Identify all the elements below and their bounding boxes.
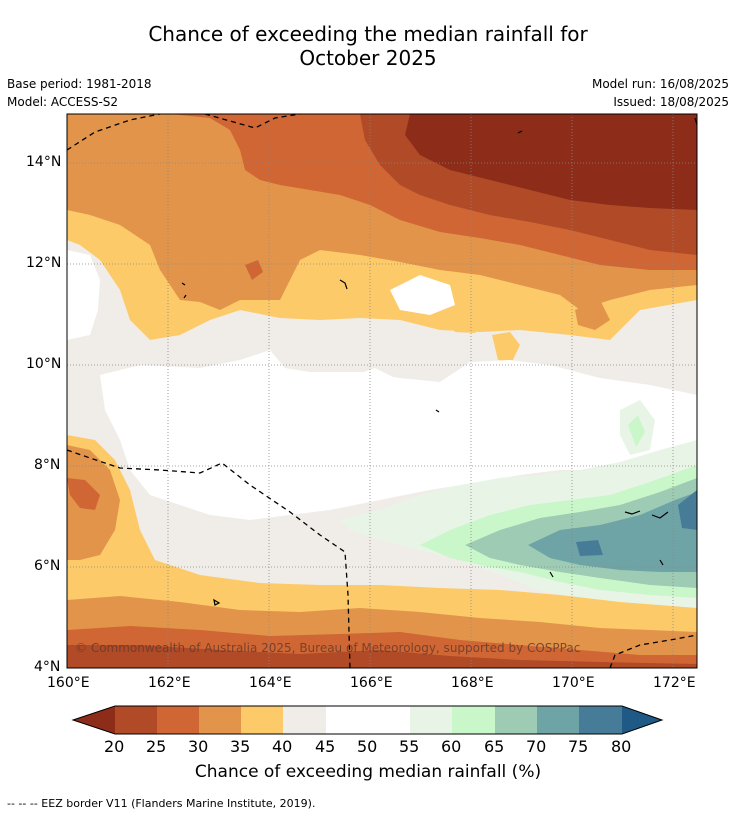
cb-tick-50: 50 (357, 737, 378, 756)
cb-tick-75: 75 (568, 737, 589, 756)
colorbar-bin-20-25 (115, 706, 157, 734)
lat-tick-8: 8°N (34, 457, 61, 473)
lon-tick-168: 168°E (451, 675, 494, 691)
meta-left: Base period: 1981-2018 Model: ACCESS-S2 (7, 75, 152, 111)
map-plot-area (67, 114, 697, 668)
title-line-2: October 2025 (299, 46, 437, 70)
meta-right: Model run: 16/08/2025 Issued: 18/08/2025 (592, 75, 729, 111)
colorbar-bin-55-60 (410, 706, 452, 734)
band-20-25-south (67, 645, 697, 668)
colorbar-outline (71, 705, 664, 735)
lat-tick-6: 6°N (34, 558, 61, 574)
patch-35-40-mid2 (492, 332, 520, 362)
cb-tick-55: 55 (399, 737, 420, 756)
cb-tick-70: 70 (526, 737, 547, 756)
colorbar-bin-35-40 (241, 706, 283, 734)
band-70-75 (528, 492, 697, 572)
cb-tick-45: 45 (315, 737, 336, 756)
band-75-80-b (576, 540, 603, 556)
colorbar-bin-40-45 (283, 706, 326, 734)
patch-35-40-mid3 (450, 316, 487, 333)
lat-tick-4: 4°N (34, 659, 61, 675)
title-line-1: Chance of exceeding the median rainfall … (148, 22, 588, 46)
map-frame (66, 113, 698, 669)
copyright-notice: © Commonwealth of Australia 2025, Bureau… (75, 641, 581, 655)
band-60-65-spot (628, 415, 645, 447)
band-45-55-spot (355, 368, 395, 388)
issued-date: Issued: 18/08/2025 (613, 95, 729, 109)
lon-tick-166: 166°E (350, 675, 393, 691)
lon-tick-170: 170°E (552, 675, 595, 691)
map-figure (66, 113, 698, 735)
colorbar-bin-70-75 (537, 706, 579, 734)
eez-border (67, 114, 697, 668)
lat-tick-12: 12°N (26, 255, 62, 271)
band-below20-north (405, 114, 697, 210)
colorbar-bin-60-65 (452, 706, 495, 734)
base-period: Base period: 1981-2018 (7, 77, 152, 91)
patch-30-35-a (575, 300, 610, 330)
patch-25-30-a (245, 260, 263, 280)
colorbar-arrow-low (73, 706, 115, 734)
lon-tick-164: 164°E (249, 675, 292, 691)
colorbar-arrow-high (622, 706, 662, 734)
band-45-55-center (100, 350, 697, 520)
cb-tick-65: 65 (484, 737, 505, 756)
model-name: Model: ACCESS-S2 (7, 95, 119, 109)
cb-tick-80: 80 (611, 737, 632, 756)
islands (181, 117, 697, 606)
lat-tick-10: 10°N (26, 356, 62, 372)
colorbar-bin-75-80 (579, 706, 622, 734)
chart-title: Chance of exceeding the median rainfall … (0, 22, 736, 70)
lon-tick-160: 160°E (47, 675, 90, 691)
cb-tick-25: 25 (146, 737, 167, 756)
lon-tick-162: 162°E (148, 675, 191, 691)
cb-tick-40: 40 (272, 737, 293, 756)
cb-tick-60: 60 (441, 737, 462, 756)
colorbar-bin-45-50 (326, 706, 368, 734)
colorbar-label: Chance of exceeding median rainfall (%) (194, 762, 542, 782)
colorbar (71, 705, 664, 735)
cb-tick-20: 20 (104, 737, 125, 756)
model-run: Model run: 16/08/2025 (591, 77, 729, 91)
band-45-55-nw (67, 250, 100, 340)
band-75-80 (678, 490, 697, 530)
lon-tick-172: 172°E (653, 675, 696, 691)
cb-tick-35: 35 (230, 737, 251, 756)
colorbar-bin-50-55 (368, 706, 410, 734)
graticule (67, 114, 697, 668)
eez-footnote: -- -- -- EEZ border V11 (Flanders Marine… (7, 797, 316, 810)
colorbar-bin-25-30 (157, 706, 199, 734)
lat-tick-14: 14°N (26, 154, 62, 170)
colorbar-bin-30-35 (199, 706, 241, 734)
band-25-30-south (67, 478, 100, 510)
cb-tick-30: 30 (188, 737, 209, 756)
colorbar-bin-65-70 (495, 706, 537, 734)
band-45-55-eye (390, 275, 455, 315)
